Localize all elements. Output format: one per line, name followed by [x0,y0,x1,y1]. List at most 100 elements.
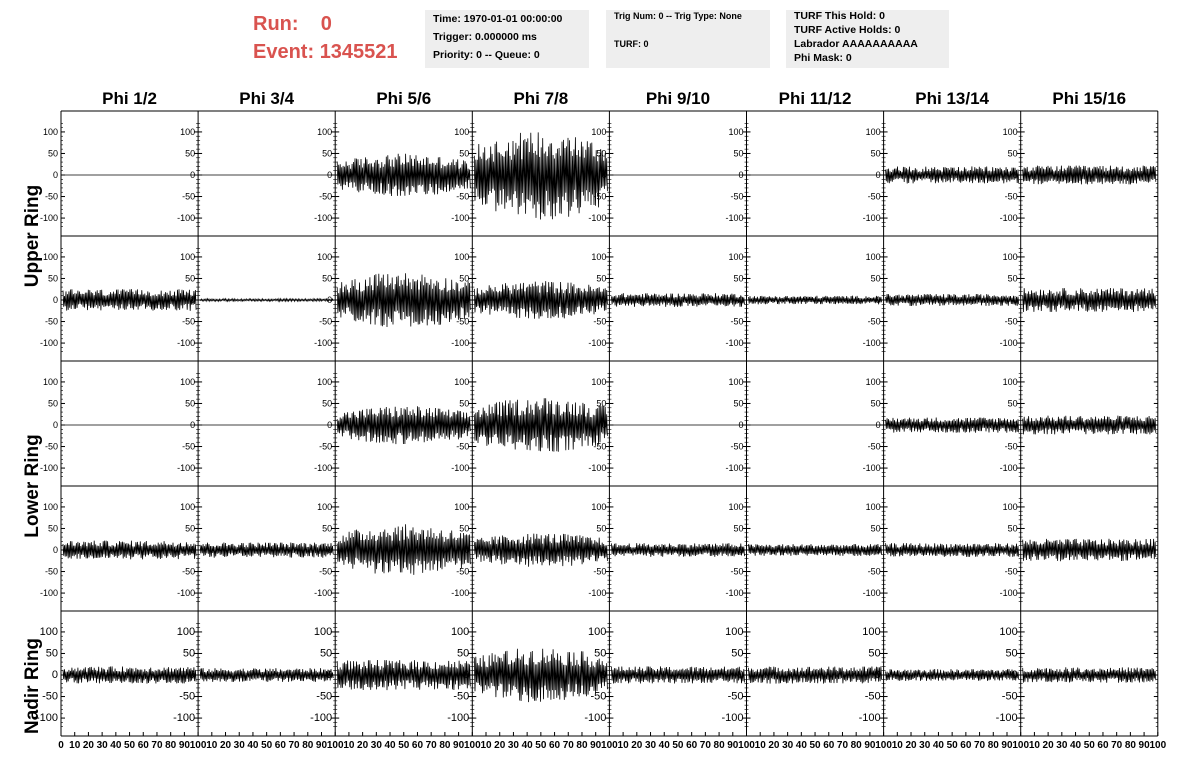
y-tick-label: 50 [1008,148,1018,158]
y-tick-label: -100 [451,338,469,348]
y-tick-label: -50 [316,691,332,703]
y-tick-label: 100 [454,127,469,137]
y-tick-label: -50 [1005,567,1018,577]
x-tick-label: 0 [58,740,64,751]
y-tick-label: -100 [725,213,743,223]
column-header: Phi 1/2 [102,89,157,108]
y-tick-label: 0 [1013,170,1018,180]
turf-line: TURF: 0 [614,39,649,49]
y-tick-label: 50 [871,523,881,533]
y-tick-label: 50 [733,148,743,158]
y-tick-label: 50 [46,647,58,659]
y-tick-label: 0 [738,170,743,180]
y-tick-label: 50 [322,148,332,158]
y-tick-label: -50 [1002,691,1018,703]
y-tick-label: 50 [185,148,195,158]
x-tick-label: 60 [1097,740,1109,751]
y-tick-label: -50 [868,317,881,327]
x-tick-label: 50 [809,740,821,751]
trig-num-line: Trig Num: 0 -- Trig Type: None [614,11,742,21]
time-info-box: Time: 1970-01-01 00:00:00 Trigger: 0.000… [425,10,589,68]
y-tick-label: -100 [1000,463,1018,473]
column-header: Phi 15/16 [1052,89,1126,108]
x-tick-label: 100 [1149,740,1166,751]
row-group-label: Upper Ring [22,185,43,287]
y-tick-label: -50 [182,567,195,577]
y-tick-label: 50 [320,647,332,659]
x-tick-label: 10 [755,740,767,751]
waveform-trace [336,273,471,328]
y-tick-label: -100 [40,588,58,598]
y-tick-label: -100 [584,712,606,724]
y-tick-label: -50 [45,442,58,452]
waveform-trace [62,289,197,311]
y-tick-label: -50 [730,567,743,577]
event-value: 1345521 [319,41,398,63]
x-tick-label: 50 [261,740,273,751]
y-tick-label: 50 [596,148,606,158]
y-tick-label: -100 [451,588,469,598]
y-tick-label: 100 [728,377,743,387]
waveform-trace [336,406,471,445]
y-tick-label: 100 [454,252,469,262]
x-tick-label: 90 [590,740,602,751]
y-tick-label: 0 [876,420,881,430]
priority-line: Priority: 0 -- Queue: 0 [433,49,540,61]
waveform-trace [1022,538,1157,562]
trigger-info-box: Trig Num: 0 -- Trig Type: None TURF: 0 [606,10,770,68]
y-tick-label: -100 [314,213,332,223]
y-tick-label: 100 [180,127,195,137]
y-tick-label: 100 [1003,377,1018,387]
x-tick-label: 90 [864,740,876,751]
x-tick-label: 20 [357,740,369,751]
turf-hold-line: TURF This Hold: 0 [794,10,885,22]
y-tick-label: 0 [464,295,469,305]
x-tick-label: 100 [464,740,481,751]
y-tick-label: 100 [177,626,195,638]
y-tick-label: 100 [180,377,195,387]
y-tick-label: -100 [859,712,881,724]
y-tick-label: -50 [319,192,332,202]
y-tick-label: 50 [459,273,469,283]
x-tick-label: 20 [1043,740,1055,751]
y-tick-label: -100 [40,338,58,348]
waveform-trace [336,659,471,691]
y-tick-label: 50 [871,398,881,408]
y-tick-label: -100 [725,588,743,598]
y-tick-label: -50 [868,567,881,577]
x-tick-label: 40 [796,740,808,751]
y-tick-label: 0 [189,669,195,681]
y-tick-label: 50 [1005,647,1017,659]
y-tick-label: 50 [185,398,195,408]
y-tick-label: -100 [588,588,606,598]
y-tick-label: 100 [728,127,743,137]
waveform-trace [473,398,608,452]
y-tick-label: 0 [190,295,195,305]
x-tick-label: 40 [1070,740,1082,751]
waveform-trace [885,293,1020,307]
x-tick-label: 30 [645,740,657,751]
y-tick-label: -100 [1000,213,1018,223]
waveform-trace [1022,165,1157,185]
y-tick-label: 50 [457,647,469,659]
y-tick-label: 50 [459,148,469,158]
waveform-trace [473,132,608,220]
y-tick-label: -100 [314,338,332,348]
y-tick-label: -50 [179,691,195,703]
waveform-trace [1022,667,1157,683]
y-tick-label: -100 [310,712,332,724]
y-tick-label: -50 [593,192,606,202]
y-tick-label: 50 [596,398,606,408]
y-tick-label: -50 [453,691,469,703]
y-tick-label: -50 [730,442,743,452]
y-tick-label: -50 [868,192,881,202]
y-tick-label: 0 [327,170,332,180]
y-tick-label: -50 [182,442,195,452]
x-tick-label: 20 [768,740,780,751]
event-label: Event: [253,41,315,63]
y-tick-label: 100 [317,127,332,137]
y-tick-label: 50 [48,148,58,158]
y-tick-label: 50 [733,273,743,283]
y-tick-label: 100 [866,377,881,387]
y-tick-label: 100 [866,502,881,512]
